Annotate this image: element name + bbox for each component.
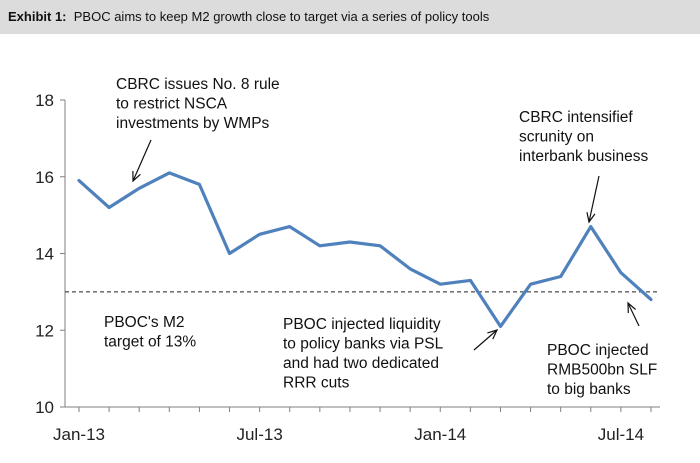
data-point	[620, 271, 622, 274]
chart-axes: 10 12 14 16 18 Jan-13 Jul-13 Jan-14 Jul-14	[35, 91, 660, 444]
y-tick-label: 12	[35, 321, 54, 340]
exhibit-label: Exhibit 1:	[8, 9, 67, 24]
series-line-m2	[77, 171, 653, 328]
data-point	[168, 172, 171, 174]
annotation-line: PBOC injected liquidity	[283, 316, 441, 333]
annotation-arrow-shaft	[473, 329, 498, 351]
data-point	[228, 252, 231, 255]
exhibit-title: Exhibit 1: PBOC aims to keep M2 growth c…	[8, 9, 489, 24]
annotation-line: RRR cuts	[283, 375, 350, 392]
annotation-line: PBOC's M2	[104, 314, 184, 331]
y-tick-label: 14	[35, 245, 54, 264]
x-tick-label: Jul-13	[236, 425, 282, 444]
annotation-line: to policy banks via PSL	[283, 336, 444, 353]
data-point	[589, 225, 592, 228]
data-point	[258, 233, 261, 236]
annotation-arrow-shaft	[627, 302, 640, 327]
x-tick-label: Jan-13	[53, 425, 105, 444]
annotation-line: CBRC issues No. 8 rule	[116, 76, 280, 93]
annotation-line: target of 13%	[104, 334, 196, 351]
annotation-line: investments by WMPs	[116, 115, 270, 132]
data-point	[108, 206, 110, 209]
series-layer	[77, 171, 653, 328]
annotation-psl-rrr-cuts: PBOC injected liquidity to policy banks v…	[283, 316, 499, 392]
annotations-layer: CBRC issues No. 8 rule to restrict NSCA in…	[104, 76, 657, 398]
annotation-line: and had two dedicated	[283, 355, 439, 372]
data-point	[319, 245, 321, 247]
annotation-cbrc-no8-rule: CBRC issues No. 8 rule to restrict NSCA in…	[116, 76, 280, 183]
y-tick-label: 18	[35, 91, 54, 110]
exhibit-title-text: PBOC aims to keep M2 growth close to tar…	[73, 9, 490, 24]
data-point	[288, 225, 291, 228]
x-tick-label: Jul-14	[598, 425, 644, 444]
annotation-arrow-shaft	[588, 175, 600, 223]
annotation-line: to big banks	[547, 381, 631, 398]
data-point	[138, 187, 141, 190]
annotation-line: CBRC intensifief	[519, 109, 633, 126]
data-point	[499, 325, 502, 328]
annotation-line: to restrict NSCA	[116, 96, 228, 113]
data-point	[78, 179, 80, 182]
data-point	[469, 279, 472, 282]
data-point	[198, 183, 201, 186]
data-point	[439, 283, 442, 286]
annotation-line: interbank business	[519, 148, 648, 165]
annotation-line: scrunity on	[519, 129, 594, 146]
x-tick-label: Jan-14	[414, 425, 466, 444]
data-point	[650, 298, 652, 301]
data-point	[559, 275, 562, 278]
data-point	[379, 245, 381, 247]
annotation-slf-injection: PBOC injected RMB500bn SLF to big banks	[547, 301, 657, 398]
annotation-line: PBOC injected	[547, 342, 649, 359]
annotation-m2-target: PBOC's M2 target of 13%	[104, 314, 196, 351]
y-tick-label: 16	[35, 168, 54, 187]
data-point	[349, 241, 351, 243]
annotation-arrow-shaft	[132, 139, 152, 182]
annotation-arrow-head	[627, 301, 636, 314]
annotation-line: RMB500bn SLF	[547, 362, 657, 379]
annotation-arrow-head	[586, 212, 596, 224]
data-point	[529, 283, 532, 286]
annotation-arrow-head	[132, 170, 141, 183]
y-tick-label: 10	[35, 398, 54, 417]
data-point	[409, 268, 411, 270]
exhibit-header: Exhibit 1: PBOC aims to keep M2 growth c…	[0, 0, 700, 34]
annotation-arrow-head	[487, 329, 499, 340]
annotation-cbrc-interbank: CBRC intensifief scrunity on interbank bus…	[519, 109, 648, 224]
